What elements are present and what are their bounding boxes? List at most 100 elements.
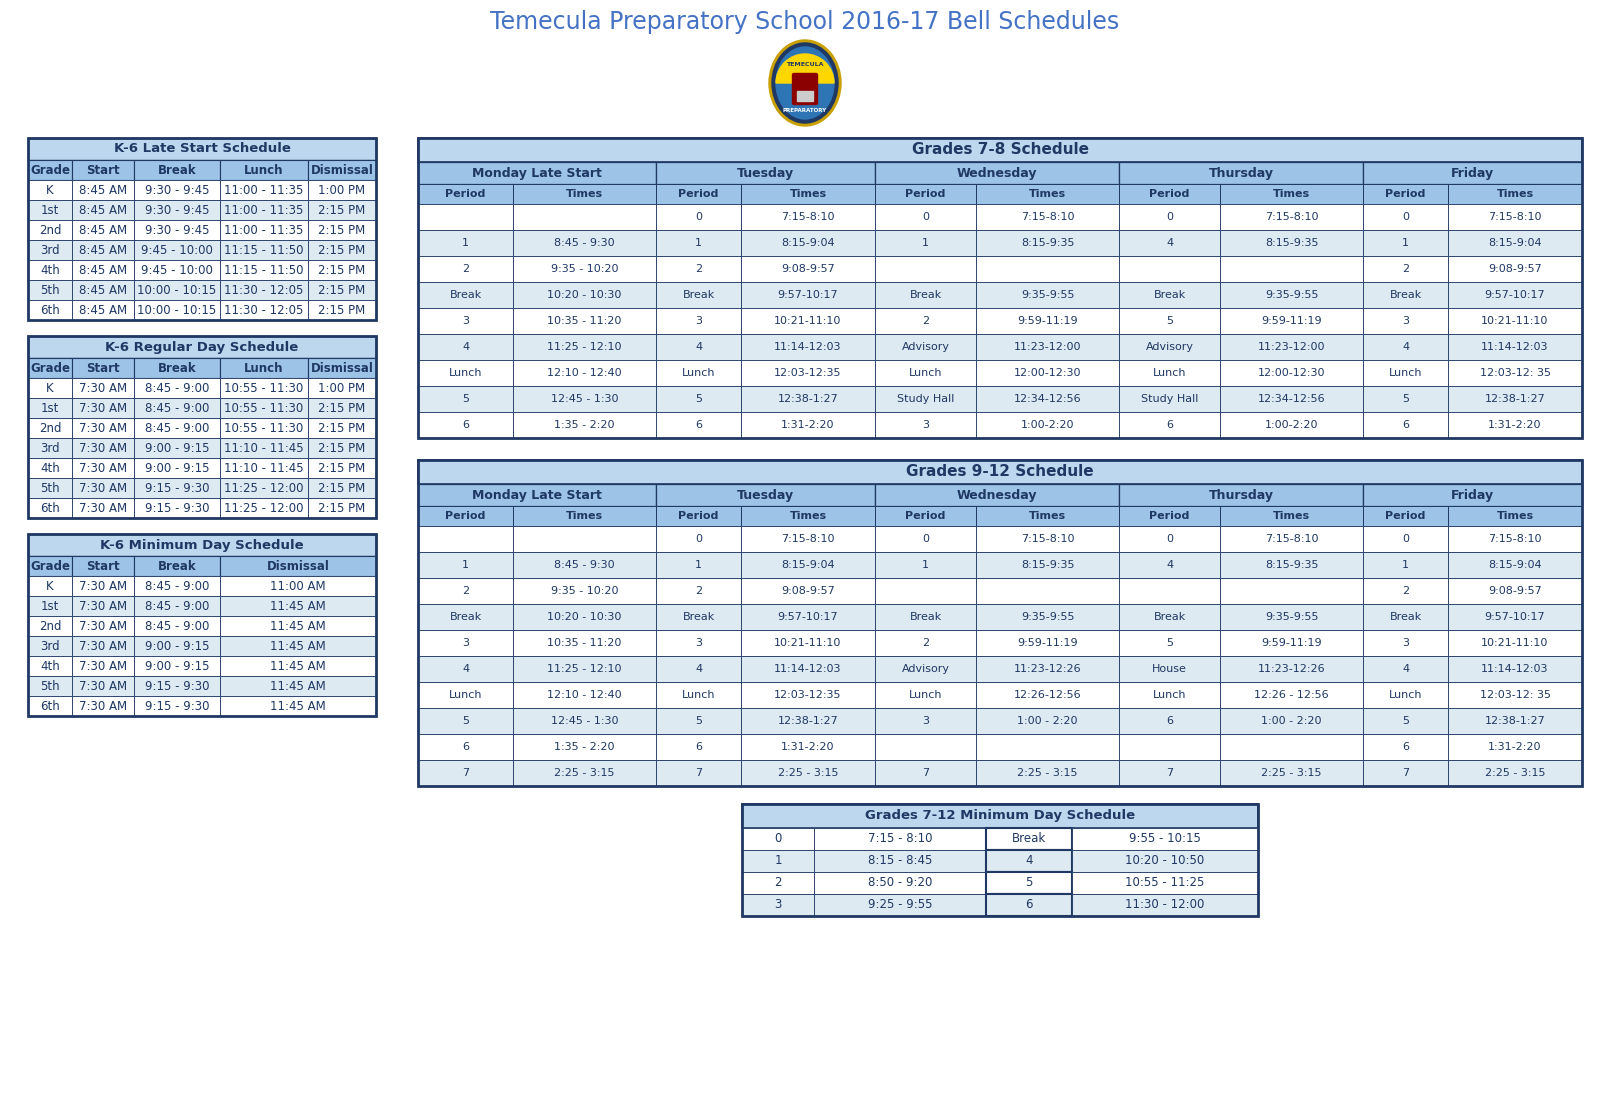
Bar [741,578,874,604]
Text: 10:20 - 10:30: 10:20 - 10:30 [547,612,621,622]
Text: Period: Period [905,189,945,199]
Bar [308,418,377,438]
Bar [1220,360,1364,386]
Text: 9:57-10:17: 9:57-10:17 [1484,290,1546,300]
Text: 7:30 AM: 7:30 AM [79,401,127,415]
Text: K-6 Regular Day Schedule: K-6 Regular Day Schedule [105,340,298,353]
Bar [1119,230,1220,256]
Text: 6: 6 [696,420,702,430]
Text: 4: 4 [1166,238,1174,248]
Text: 11:00 - 11:35: 11:00 - 11:35 [224,203,304,217]
Bar [741,682,874,708]
Bar [874,552,976,578]
Bar [655,282,741,309]
Text: Period: Period [678,189,718,199]
Bar [741,708,874,734]
Bar [419,334,514,360]
Text: 6: 6 [1026,898,1032,911]
Text: 0: 0 [923,534,929,544]
Text: 1: 1 [923,560,929,570]
Text: 7:15-8:10: 7:15-8:10 [1488,212,1542,222]
Text: 1st: 1st [40,401,60,415]
Text: 7:15-8:10: 7:15-8:10 [781,534,834,544]
Bar [72,358,134,379]
Bar [1447,184,1583,203]
Bar [1364,256,1447,282]
Text: 11:15 - 11:50: 11:15 - 11:50 [224,264,304,277]
Text: Times: Times [1274,189,1311,199]
Text: 2: 2 [1402,264,1409,274]
Text: Break: Break [1011,833,1046,846]
Bar [1220,708,1364,734]
Text: 2: 2 [696,586,702,596]
Bar [221,181,308,200]
Bar [741,230,874,256]
Text: 0: 0 [1166,212,1174,222]
Bar [419,708,514,734]
Text: 7:15-8:10: 7:15-8:10 [1488,534,1542,544]
Text: 3: 3 [696,316,702,326]
Text: 8:45 - 9:00: 8:45 - 9:00 [145,382,209,395]
Text: 2: 2 [923,638,929,648]
Bar [134,260,221,280]
Text: K: K [47,580,53,593]
Bar [655,682,741,708]
Bar [514,334,655,360]
Bar [976,230,1119,256]
Bar [655,760,741,785]
Text: 10:21-11:10: 10:21-11:10 [1481,316,1549,326]
Bar [655,552,741,578]
Text: Monday Late Start: Monday Late Start [472,489,602,501]
Bar [308,458,377,478]
Bar [1119,708,1220,734]
Text: Period: Period [1150,511,1190,521]
Bar [514,656,655,682]
Bar [1447,309,1583,334]
Bar [655,630,741,656]
Bar [308,200,377,220]
Bar [514,256,655,282]
Text: Dismissal: Dismissal [311,361,374,374]
Bar [1364,656,1447,682]
Text: 1: 1 [696,560,702,570]
Text: 1:00 PM: 1:00 PM [319,184,365,197]
Text: 4: 4 [696,342,702,352]
Text: 10:21-11:10: 10:21-11:10 [774,638,842,648]
Text: Times: Times [1496,511,1534,521]
Text: 12:10 - 12:40: 12:10 - 12:40 [547,690,621,700]
Text: 5: 5 [1166,316,1174,326]
Text: 6: 6 [462,420,469,430]
Bar [1364,334,1447,360]
Bar [72,596,134,616]
Bar [741,552,874,578]
Bar [1119,682,1220,708]
Text: 8:45 AM: 8:45 AM [79,184,127,197]
Text: Tuesday: Tuesday [737,489,794,501]
Bar [221,636,377,656]
Bar [976,386,1119,412]
Bar [514,604,655,630]
Text: 12:34-12:56: 12:34-12:56 [1257,394,1325,404]
Bar [514,630,655,656]
Bar [1364,184,1447,203]
Text: Start: Start [87,163,119,176]
Bar [1447,282,1583,309]
Text: 12:34-12:56: 12:34-12:56 [1014,394,1082,404]
Text: 4: 4 [1402,664,1409,674]
Bar [514,708,655,734]
Bar [27,181,72,200]
Ellipse shape [776,47,834,119]
Text: Temecula Preparatory School 2016-17 Bell Schedules: Temecula Preparatory School 2016-17 Bell… [491,10,1119,34]
Bar [874,578,976,604]
Text: 2nd: 2nd [39,421,61,434]
Text: 1:00 - 2:20: 1:00 - 2:20 [1018,715,1077,726]
Bar [815,850,985,872]
Text: 11:45 AM: 11:45 AM [270,660,325,673]
Bar [1364,203,1447,230]
Bar [308,220,377,240]
Text: House: House [1153,664,1187,674]
Text: Lunch: Lunch [908,368,942,379]
Text: Lunch: Lunch [449,690,483,700]
Bar [655,734,741,760]
Bar [1364,760,1447,785]
